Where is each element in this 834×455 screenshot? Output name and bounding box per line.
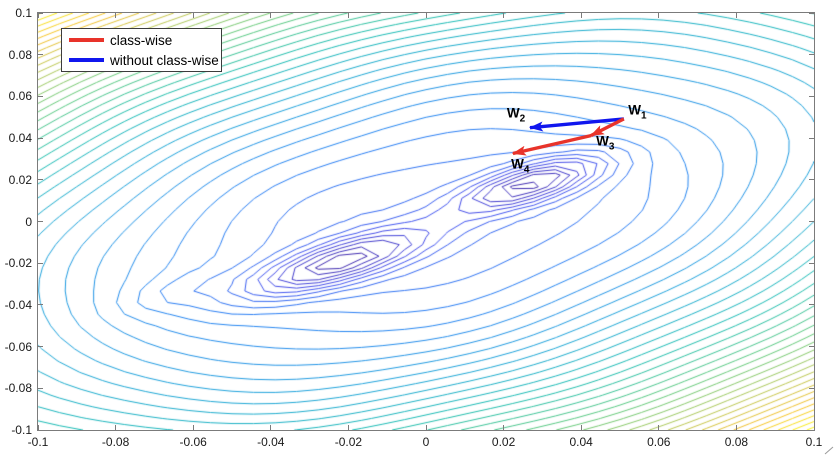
y-tick-label: 0.02 <box>8 172 32 187</box>
y-tick-mark-right <box>809 387 814 389</box>
legend-line-blue <box>69 58 104 62</box>
y-tick-mark-right <box>809 12 814 14</box>
contour-plot-canvas <box>38 13 814 430</box>
y-tick-mark <box>38 429 43 431</box>
y-tick-label: 0 <box>25 214 32 229</box>
y-tick-label: -0.08 <box>4 381 32 396</box>
y-tick-mark <box>38 304 43 306</box>
y-tick-mark-right <box>809 346 814 348</box>
x-tick-mark-top <box>270 13 272 18</box>
legend-label-class-wise: class-wise <box>110 32 173 48</box>
x-tick-mark <box>37 425 39 430</box>
x-tick-mark <box>735 425 737 430</box>
x-tick-mark-top <box>813 13 815 18</box>
x-tick-mark <box>503 425 505 430</box>
legend-entry-without-class-wise: without class-wise <box>62 53 221 68</box>
x-tick-mark <box>580 425 582 430</box>
y-tick-label: -0.02 <box>4 256 32 271</box>
x-tick-label: 0.04 <box>569 435 593 449</box>
x-tick-label: -0.02 <box>334 435 363 449</box>
x-tick-mark <box>425 425 427 430</box>
y-tick-mark-right <box>809 95 814 97</box>
y-tick-mark-right <box>809 221 814 222</box>
x-tick-mark-top <box>347 13 349 18</box>
y-tick-label: 0.06 <box>8 89 32 104</box>
x-tick-mark-top <box>503 13 505 18</box>
y-tick-label: -0.06 <box>4 339 32 354</box>
legend-entry-class-wise: class-wise <box>62 33 221 48</box>
x-tick-label: 0.06 <box>647 435 671 449</box>
x-tick-label: -0.04 <box>257 435 285 449</box>
x-tick-label: -0.08 <box>101 435 130 449</box>
y-tick-label: 0.04 <box>8 131 32 146</box>
x-tick-mark-top <box>37 13 39 18</box>
x-tick-mark-top <box>580 13 582 18</box>
x-tick-label: 0 <box>422 435 430 449</box>
legend-label-without-class-wise: without class-wise <box>110 52 219 68</box>
y-tick-mark <box>38 54 43 56</box>
y-tick-mark <box>38 179 43 181</box>
y-tick-mark <box>38 95 43 97</box>
x-tick-label: 0.02 <box>491 435 516 449</box>
axes-box <box>37 12 815 431</box>
point-label-w2: W2 <box>506 105 526 124</box>
point-label-w4: W4 <box>511 156 530 176</box>
x-tick-label: -0.1 <box>27 435 49 449</box>
y-tick-label: -0.1 <box>11 423 32 437</box>
x-tick-mark <box>270 425 272 430</box>
x-tick-label: -0.06 <box>179 435 207 449</box>
y-tick-label: 0.1 <box>15 6 32 20</box>
x-tick-mark <box>115 425 117 430</box>
y-tick-mark-right <box>809 429 814 431</box>
legend-line-red <box>69 38 104 42</box>
y-tick-mark <box>38 387 43 389</box>
x-tick-label: 0.1 <box>805 435 823 449</box>
x-tick-mark-top <box>425 13 427 18</box>
y-tick-label: -0.04 <box>4 297 32 312</box>
x-tick-mark <box>192 425 194 430</box>
x-tick-mark <box>813 425 815 430</box>
x-tick-mark-top <box>735 13 737 18</box>
y-tick-mark-right <box>809 179 814 181</box>
y-tick-mark-right <box>809 262 814 264</box>
x-tick-mark-top <box>658 13 660 18</box>
y-tick-mark-right <box>809 304 814 306</box>
cursor-artifact <box>824 446 834 455</box>
x-tick-mark-top <box>192 13 194 18</box>
y-tick-mark <box>38 12 43 14</box>
y-tick-mark <box>38 346 43 348</box>
legend: class-wise without class-wise <box>61 28 222 72</box>
x-tick-mark <box>347 425 349 430</box>
point-label-w1: W1 <box>628 102 647 122</box>
x-tick-mark-top <box>115 13 117 18</box>
y-tick-mark-right <box>809 137 814 139</box>
x-tick-label: 0.08 <box>724 435 749 449</box>
y-tick-mark <box>38 137 43 139</box>
point-label-w3: W3 <box>596 133 615 153</box>
y-tick-label: 0.08 <box>8 47 32 62</box>
x-tick-mark <box>658 425 660 430</box>
y-tick-mark <box>38 221 43 222</box>
y-tick-mark-right <box>809 54 814 56</box>
y-tick-mark <box>38 262 43 264</box>
